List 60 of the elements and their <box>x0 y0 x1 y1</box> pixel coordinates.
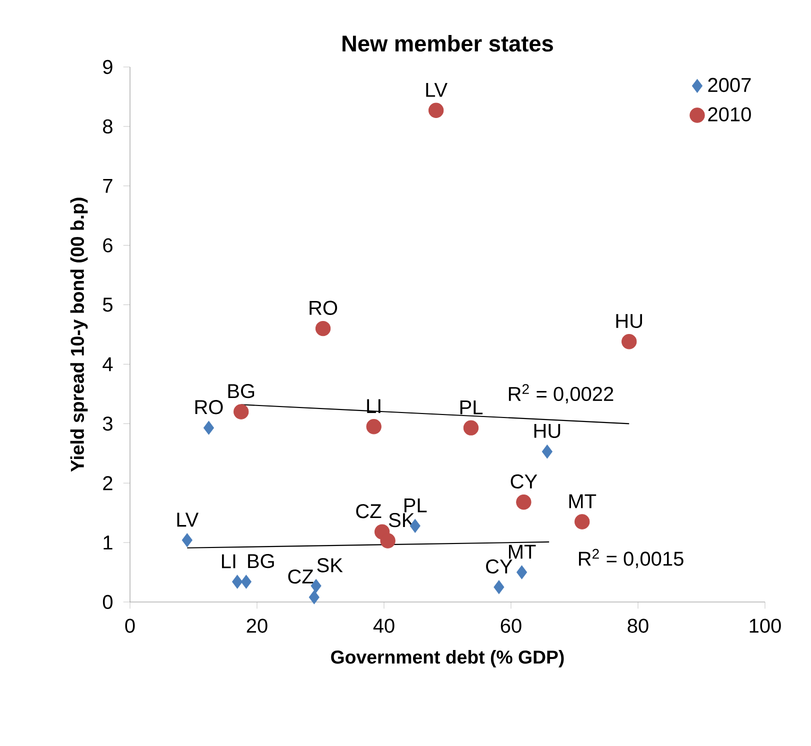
annotation: SK <box>317 558 343 572</box>
y-tick-label: 5 <box>102 298 112 312</box>
point <box>232 574 243 589</box>
annotation: R$^{2}$ = 0,0022 <box>508 384 614 404</box>
annotation: RO <box>310 300 338 315</box>
annotation: BG <box>228 384 254 398</box>
point <box>203 420 214 435</box>
point <box>622 334 637 350</box>
annotation: LV <box>426 83 448 97</box>
y-tick-label: 9 <box>103 60 112 74</box>
annotation: MT <box>569 494 596 508</box>
x-tick-label: 60 <box>500 618 522 633</box>
annotation: MT <box>508 544 536 559</box>
point <box>516 565 528 580</box>
annotation: LV <box>177 512 199 527</box>
point <box>494 580 504 594</box>
annotation: RO <box>195 400 223 414</box>
y-tick-label: 8 <box>103 119 112 134</box>
annotation: BG <box>248 554 274 568</box>
y-tick-label: 4 <box>102 357 113 372</box>
annotation: CY <box>486 559 512 574</box>
y-tick-label: 2 <box>103 476 112 490</box>
annotation: SK <box>388 512 415 528</box>
annotation: CY <box>510 474 538 489</box>
annotation: HU <box>616 314 642 328</box>
chart-title: New member states <box>342 34 553 52</box>
point <box>428 102 444 118</box>
point <box>380 533 396 548</box>
x-tick-label: 20 <box>246 618 268 633</box>
point <box>308 590 320 604</box>
annotation: CZ <box>288 569 314 584</box>
x-tick-label: 100 <box>750 618 781 633</box>
legend-label: 2010 <box>708 107 751 122</box>
point <box>463 420 479 436</box>
annotation: PL <box>460 400 483 414</box>
point <box>542 444 552 459</box>
point <box>516 494 532 510</box>
point <box>366 419 382 434</box>
annotation: CZ <box>356 504 382 518</box>
annotation: LI <box>222 554 236 568</box>
x-tick-label: 0 <box>125 618 135 633</box>
x-tick-label: 80 <box>628 618 648 633</box>
x-tick-label: 40 <box>373 618 394 633</box>
y-tick-label: 7 <box>103 179 112 193</box>
y-tick-label: 0 <box>102 594 112 610</box>
point <box>234 404 249 420</box>
annotation: HU <box>534 424 560 438</box>
y-tick-label: 3 <box>102 416 112 431</box>
y-tick-label: 1 <box>104 536 112 550</box>
legend-label: 2007 <box>708 78 751 92</box>
y-tick-label: 6 <box>103 238 112 252</box>
point <box>182 533 192 548</box>
annotation: LI <box>367 399 380 414</box>
y-axis-title: Yield spread 10-y bond (00 b.p) <box>70 198 88 472</box>
annotation: R$^{2}$ = 0,0015 <box>579 548 684 568</box>
annotation: PL <box>404 498 427 512</box>
point <box>315 320 331 336</box>
point <box>240 574 252 589</box>
x-axis-title: Government debt (% GDP) <box>331 650 564 668</box>
point <box>574 514 590 530</box>
